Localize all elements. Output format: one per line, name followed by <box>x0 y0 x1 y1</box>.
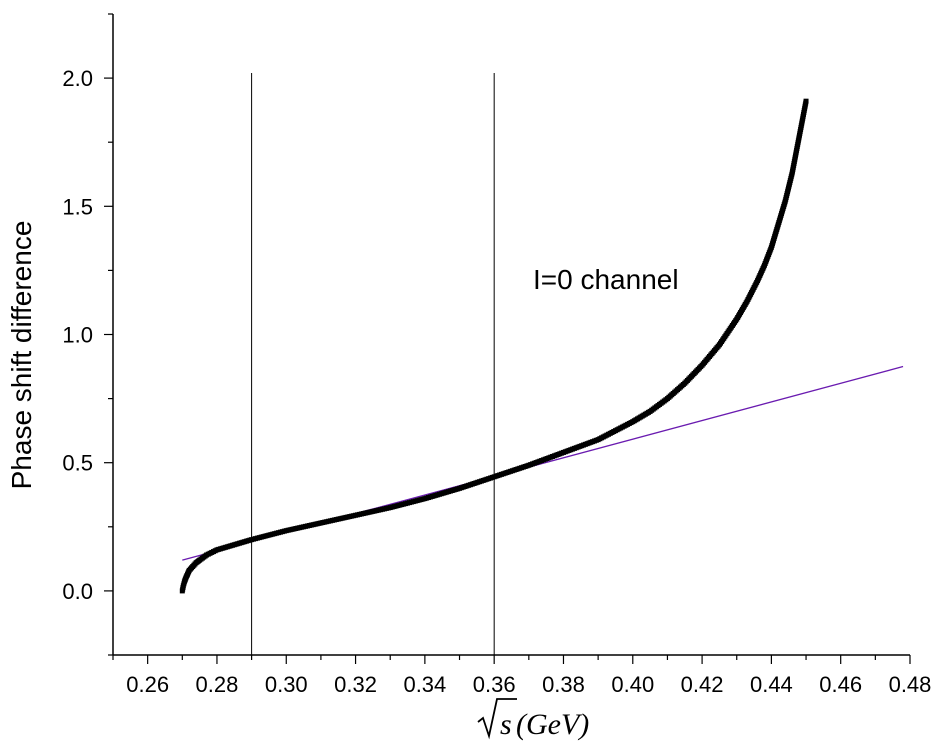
annotation-label: I=0 channel <box>533 264 679 295</box>
x-axis-title: s (GeV) <box>477 698 589 741</box>
x-tick-label: 0.42 <box>681 672 724 697</box>
x-tick-label: 0.26 <box>126 672 169 697</box>
x-tick-label: 0.48 <box>889 672 932 697</box>
x-axis-title-radicand: s <box>500 708 512 741</box>
data-point <box>803 98 809 104</box>
y-tick-label: 2.0 <box>62 66 93 91</box>
x-tick-label: 0.34 <box>403 672 446 697</box>
x-tick-label: 0.44 <box>750 672 793 697</box>
x-axis-title-unit: (GeV) <box>516 708 589 741</box>
y-tick-label: 0.0 <box>62 579 93 604</box>
x-tick-label: 0.40 <box>611 672 654 697</box>
y-tick-label: 0.5 <box>62 451 93 476</box>
y-tick-label: 1.5 <box>62 194 93 219</box>
x-tick-label: 0.32 <box>334 672 377 697</box>
x-tick-label: 0.28 <box>196 672 239 697</box>
x-tick-label: 0.38 <box>542 672 585 697</box>
x-tick-label: 0.36 <box>473 672 516 697</box>
y-axis-title: Phase shift difference <box>6 221 37 490</box>
sqrt-symbol-icon <box>477 698 517 740</box>
y-tick-label: 1.0 <box>62 323 93 348</box>
x-tick-label: 0.46 <box>819 672 862 697</box>
x-tick-label: 0.30 <box>265 672 308 697</box>
